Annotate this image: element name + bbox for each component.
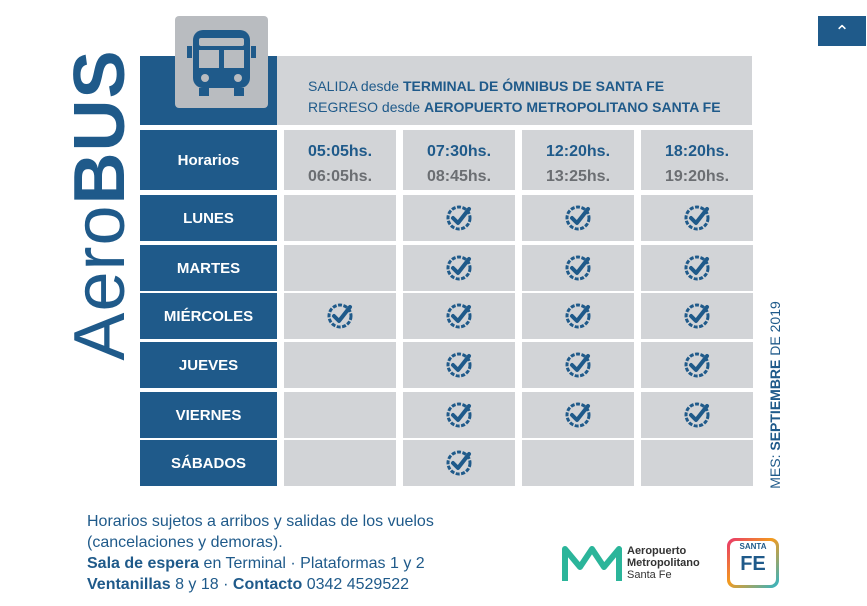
province-word: FE [740, 553, 766, 575]
logo-line: Santa Fe [627, 569, 672, 581]
note-line: Ventanillas 8 y 18 · Contacto 0342 4529522 [87, 574, 434, 595]
departure-time: 05:05hs. [307, 143, 373, 160]
check-icon [565, 255, 591, 281]
route-label: REGRESO desde [308, 99, 421, 115]
departure-time: 18:20hs. [664, 143, 730, 160]
check-icon [684, 205, 710, 231]
service-cell [403, 293, 515, 339]
check-icon [684, 352, 710, 378]
windows-text: 8 y 18 · [175, 576, 229, 593]
month-label: MES: [767, 454, 783, 489]
service-cell [403, 195, 515, 241]
departure-time: 07:30hs. [426, 143, 492, 160]
bus-icon [187, 30, 256, 96]
return-time: 08:45hs. [426, 168, 492, 185]
service-cell [641, 195, 753, 241]
return-time: 19:20hs. [664, 168, 730, 185]
check-icon [565, 352, 591, 378]
windows-label: Ventanillas [87, 576, 171, 593]
service-cell [284, 392, 396, 438]
logo-line: Metropolitano [627, 557, 700, 569]
service-cell [522, 195, 634, 241]
check-icon [565, 402, 591, 428]
check-icon [446, 255, 472, 281]
check-icon [446, 303, 472, 329]
service-cell [522, 392, 634, 438]
departure-time: 12:20hs. [545, 143, 611, 160]
day-cell: VIERNES [140, 392, 277, 438]
return-time: 06:05hs. [307, 168, 373, 185]
check-icon [565, 205, 591, 231]
service-cell [284, 245, 396, 291]
time-cell: 05:05hs. 06:05hs. [284, 130, 396, 190]
service-cell [522, 245, 634, 291]
route: SALIDA desde TERMINAL DE ÓMNIBUS DE SANTA… [308, 76, 721, 118]
service-cell [641, 293, 753, 339]
route-line: SALIDA desde TERMINAL DE ÓMNIBUS DE SANTA… [308, 76, 721, 97]
service-cell [284, 342, 396, 388]
service-cell [284, 440, 396, 486]
service-cell [522, 293, 634, 339]
service-cell [403, 392, 515, 438]
service-cell [403, 245, 515, 291]
route-line: REGRESO desde AEROPUERTO METROPOLITANO SA… [308, 97, 721, 118]
brand-light: Aero [60, 204, 140, 361]
check-icon [327, 303, 353, 329]
note-line: Sala de espera en Terminal · Plataformas … [87, 553, 434, 574]
route-place: AEROPUERTO METROPOLITANO SANTA FE [423, 99, 721, 115]
service-cell [284, 293, 396, 339]
month-year: DE 2019 [767, 301, 783, 356]
service-cell [522, 440, 634, 486]
day-cell: MARTES [140, 245, 277, 291]
month: MES: SEPTIEMBRE DE 2019 [767, 301, 783, 489]
note-line: Horarios sujetos a arribos y salidas de … [87, 513, 434, 530]
day-cell: JUEVES [140, 342, 277, 388]
scroll-top[interactable]: ⌃ [818, 16, 866, 46]
service-cell [522, 342, 634, 388]
brand-bold: BUS [60, 49, 140, 205]
airport-logo-text: Aeropuerto Metropolitano Santa Fe [627, 545, 700, 581]
service-cell [641, 245, 753, 291]
route-place: TERMINAL DE ÓMNIBUS DE SANTA FE [402, 78, 665, 94]
check-icon [446, 402, 472, 428]
brand: AeroBUS [60, 45, 140, 365]
service-cell [641, 342, 753, 388]
day-cell: SÁBADOS [140, 440, 277, 486]
waiting-text: en Terminal · Plataformas 1 y 2 [203, 555, 425, 572]
contact-label: Contacto [232, 576, 303, 593]
time-cell: 07:30hs. 08:45hs. [403, 130, 515, 190]
province-word: SANTA [739, 542, 767, 551]
contact-text: 0342 4529522 [306, 576, 410, 593]
service-cell [284, 195, 396, 241]
time-cell: 18:20hs. 19:20hs. [641, 130, 753, 190]
corner-cell: Horarios [140, 130, 277, 190]
waiting-label: Sala de espera [87, 555, 200, 572]
return-time: 13:25hs. [545, 168, 611, 185]
time-cell: 12:20hs. 13:25hs. [522, 130, 634, 190]
service-cell [641, 392, 753, 438]
service-cell [403, 342, 515, 388]
bus-icon-box [175, 16, 268, 108]
notes: Horarios sujetos a arribos y salidas de … [87, 511, 434, 595]
province-logo-inner: SANTA FE [730, 541, 776, 585]
check-icon [446, 352, 472, 378]
check-icon [446, 450, 472, 476]
route-label: SALIDA desde [308, 78, 400, 94]
check-icon [684, 303, 710, 329]
day-cell: LUNES [140, 195, 277, 241]
day-cell: MIÉRCOLES [140, 293, 277, 339]
logo-line: Aeropuerto [627, 545, 687, 557]
check-icon [446, 205, 472, 231]
check-icon [684, 402, 710, 428]
check-icon [684, 255, 710, 281]
airport-logo-mark [562, 546, 622, 581]
note-line: (cancelaciones y demoras). [87, 534, 283, 551]
province-logo: SANTA FE [727, 538, 779, 588]
service-cell [641, 440, 753, 486]
service-cell [403, 440, 515, 486]
check-icon [565, 303, 591, 329]
month-name: SEPTIEMBRE [767, 359, 783, 451]
